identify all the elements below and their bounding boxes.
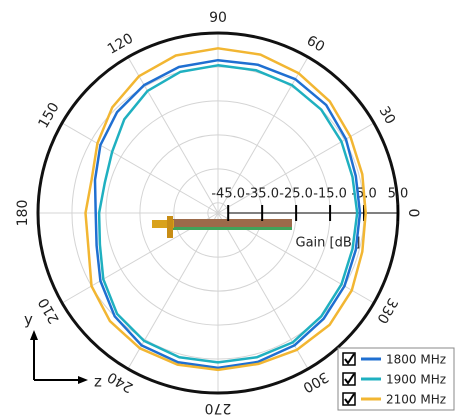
series-line <box>97 64 359 364</box>
r-axis-label: Gain [dBi] <box>296 236 361 251</box>
antenna-connector <box>152 220 174 228</box>
antenna-body <box>172 219 292 229</box>
r-tick-label: -25.0 <box>279 187 313 202</box>
grid-spoke <box>217 56 309 214</box>
theta-tick-label: 180 <box>15 200 31 227</box>
legend: 1800 MHz 1900 MHz 2100 MHz <box>337 347 455 411</box>
r-tick-label: -45.0 <box>211 187 245 202</box>
grid-spoke <box>127 56 219 214</box>
legend-box <box>337 347 455 411</box>
axes-indicator: y z <box>24 311 102 391</box>
r-tick-label: 5.0 <box>388 187 409 202</box>
checkmark <box>344 393 355 405</box>
grid-spoke <box>127 212 219 370</box>
r-tick-label: -35.0 <box>245 187 279 202</box>
theta-tick-label: 90 <box>209 10 227 26</box>
grid-spoke <box>61 122 219 214</box>
legend-label: 1800 MHz <box>386 353 446 367</box>
legend-label: 1900 MHz <box>386 373 446 387</box>
checkmark <box>344 353 355 365</box>
arrow-head <box>78 376 88 384</box>
theta-tick-label: 60 <box>304 33 327 56</box>
antenna-model <box>152 216 292 238</box>
grid-spoke <box>217 122 375 214</box>
r-tick-label: -15.0 <box>313 187 347 202</box>
axis-indicator-label: y <box>24 311 33 329</box>
theta-tick-label: 0 <box>405 209 421 218</box>
theta-tick-label: 270 <box>205 400 232 416</box>
legend-label: 2100 MHz <box>386 393 446 407</box>
theta-tick-label: 30 <box>375 104 398 127</box>
series-line <box>84 47 367 372</box>
axis-indicator-label: z <box>94 373 102 391</box>
antenna-board <box>172 227 292 230</box>
checkmark <box>344 373 355 385</box>
arrow-head <box>30 330 38 340</box>
series-line <box>93 58 362 370</box>
antenna-connector <box>167 216 173 238</box>
